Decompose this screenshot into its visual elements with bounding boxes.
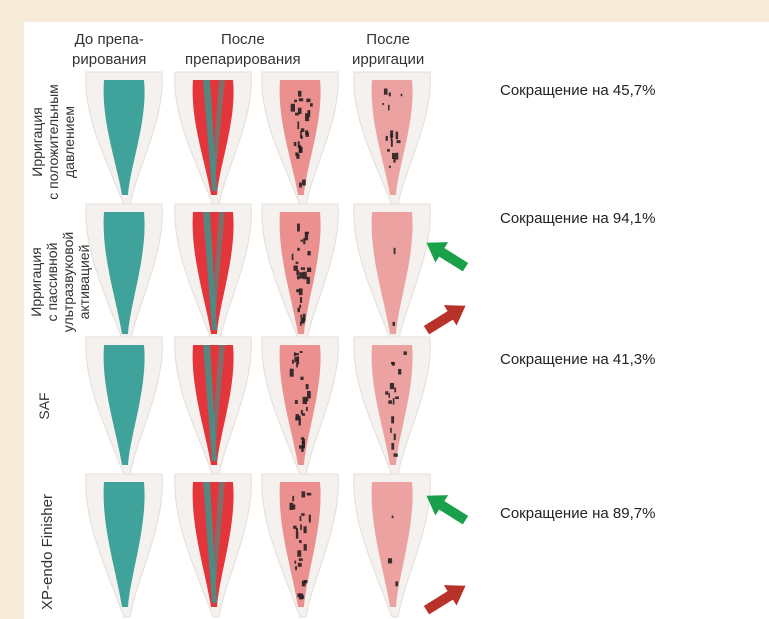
tooth-scan-after-preparation-residual bbox=[261, 336, 339, 476]
tooth-scan-after-preparation bbox=[174, 71, 252, 206]
tooth-scan-after-irrigation bbox=[353, 473, 431, 618]
tooth-scan-after-preparation bbox=[174, 473, 252, 618]
tooth-scan-before-preparation bbox=[85, 336, 163, 476]
tooth-scan-after-preparation bbox=[174, 203, 252, 345]
tooth-scan-after-preparation-residual bbox=[261, 71, 339, 206]
reduction-text: Сокращение на 94,1% bbox=[500, 210, 656, 227]
tooth-scan-before-preparation bbox=[85, 203, 163, 345]
tooth-scan-after-preparation bbox=[174, 336, 252, 476]
tooth-scan-before-preparation bbox=[85, 71, 163, 206]
tooth-scan-after-preparation-residual bbox=[261, 473, 339, 618]
tooth-scan-after-irrigation bbox=[353, 203, 431, 345]
tooth-scan-after-preparation-residual bbox=[261, 203, 339, 345]
reduction-text: Сокращение на 89,7% bbox=[500, 505, 656, 522]
red-arrow-icon bbox=[420, 295, 472, 341]
tooth-scan-after-irrigation bbox=[353, 336, 431, 476]
reduction-text: Сокращение на 41,3% bbox=[500, 351, 656, 368]
column-header-after-preparation: После препарирования bbox=[185, 31, 301, 68]
red-arrow-icon bbox=[420, 575, 472, 619]
column-header-before-preparation: До препа-рирования bbox=[72, 31, 147, 68]
reduction-text: Сокращение на 45,7% bbox=[500, 82, 656, 99]
tooth-scan-before-preparation bbox=[85, 473, 163, 618]
tooth-scan-after-irrigation bbox=[353, 71, 431, 206]
